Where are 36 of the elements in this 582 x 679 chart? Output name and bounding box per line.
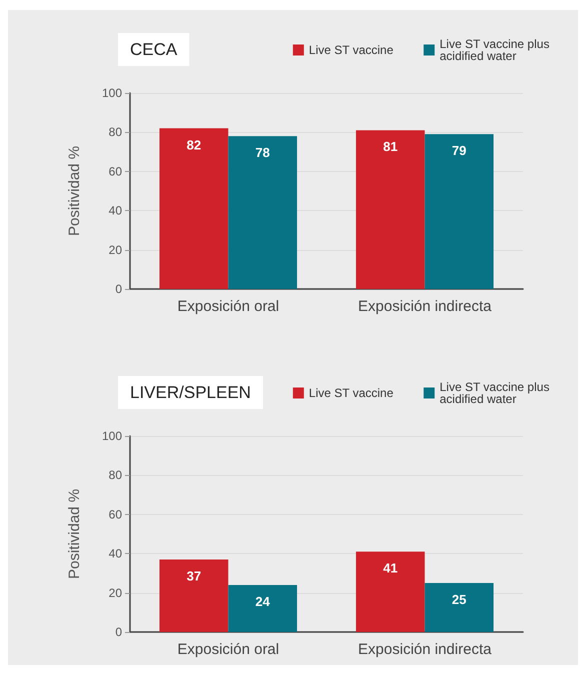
y-axis-title: Positividad % — [66, 488, 83, 580]
data-label: 37 — [186, 568, 202, 584]
y-tick-label: 80 — [108, 468, 122, 482]
y-tick-label: 60 — [108, 507, 122, 522]
x-tick-label: Exposición indirecta — [358, 641, 492, 658]
chart-title: LIVER/SPLEEN — [130, 383, 251, 402]
y-tick-label: 0 — [115, 625, 122, 639]
data-label: 41 — [383, 560, 398, 576]
legend-label: Live ST vaccine — [308, 386, 394, 400]
bar — [159, 559, 228, 632]
bar — [228, 584, 298, 632]
legend-label: Live ST vaccine plus acidified water — [440, 380, 553, 406]
x-tick-label: Exposición oral — [177, 298, 280, 315]
bar — [356, 552, 425, 632]
y-tick-label: 100 — [102, 429, 122, 443]
data-label: 78 — [255, 145, 270, 160]
y-axis-title: Positividad % — [66, 146, 83, 236]
x-tick-label: Exposición oral — [177, 641, 280, 658]
data-label: 81 — [383, 139, 398, 154]
y-tick-label: 40 — [108, 204, 122, 218]
y-tick-label: 60 — [108, 164, 122, 178]
data-label: 79 — [452, 143, 466, 158]
bar — [424, 583, 494, 632]
chart-title: CECA — [130, 40, 178, 59]
y-tick-label: 40 — [108, 546, 122, 561]
data-label: 24 — [255, 594, 271, 609]
legend-label: Live ST vaccine — [308, 43, 394, 57]
x-tick-label: Exposición indirecta — [358, 298, 492, 315]
y-tick-label: 20 — [108, 586, 122, 600]
y-tick-label: 80 — [108, 125, 122, 140]
legend-label: Live ST vaccine plus acidified water — [440, 37, 553, 63]
data-label: 82 — [186, 137, 202, 152]
y-tick-label: 0 — [115, 282, 122, 296]
data-label: 25 — [452, 592, 466, 607]
y-tick-label: 20 — [108, 242, 122, 257]
y-tick-label: 100 — [102, 86, 122, 100]
